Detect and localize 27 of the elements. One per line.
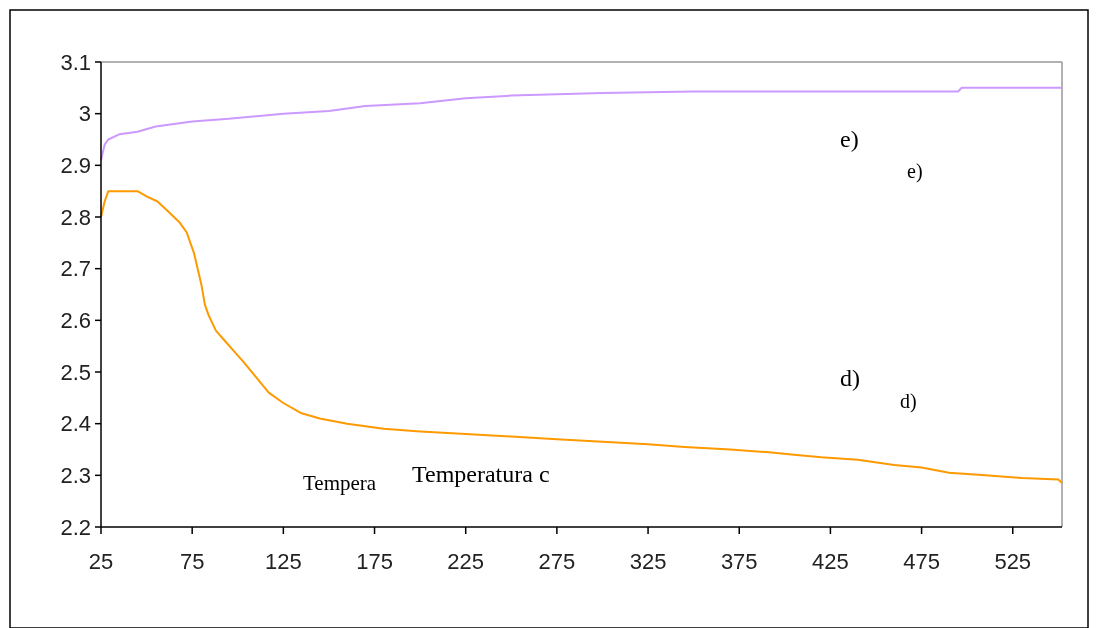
annotation: Temperatura c [412, 461, 550, 487]
x-tick-label: 275 [538, 549, 576, 574]
y-tick-label: 2.5 [60, 359, 91, 385]
x-tick-label: 325 [629, 549, 667, 574]
annotation: e) [840, 126, 859, 152]
y-tick-label: 2.9 [60, 153, 91, 179]
x-tick-label: 25 [88, 549, 114, 574]
x-tick-label: 175 [356, 549, 393, 574]
x-tick-label: 75 [179, 549, 205, 574]
y-tick-label: 2.4 [60, 411, 91, 437]
annotation: d) [840, 365, 860, 391]
y-tick-label: 2.3 [60, 463, 91, 489]
x-tick-label: 425 [812, 549, 849, 574]
annotation: Tempera [303, 471, 377, 495]
x-tick-label: 475 [903, 549, 940, 574]
y-tick-label: 2.2 [60, 514, 91, 540]
x-tick-label: 525 [994, 549, 1032, 574]
x-tick-label: 225 [447, 549, 485, 574]
y-tick-label: 2.8 [60, 204, 91, 230]
y-tick-label: 2.6 [60, 308, 91, 334]
x-tick-label: 375 [720, 549, 758, 574]
annotation: d) [900, 390, 917, 413]
y-tick-label: 3 [78, 101, 91, 127]
annotation: e) [907, 160, 923, 183]
y-tick-label: 3.1 [60, 49, 91, 75]
x-tick-label: 125 [264, 549, 302, 574]
y-tick-label: 2.7 [60, 256, 91, 282]
